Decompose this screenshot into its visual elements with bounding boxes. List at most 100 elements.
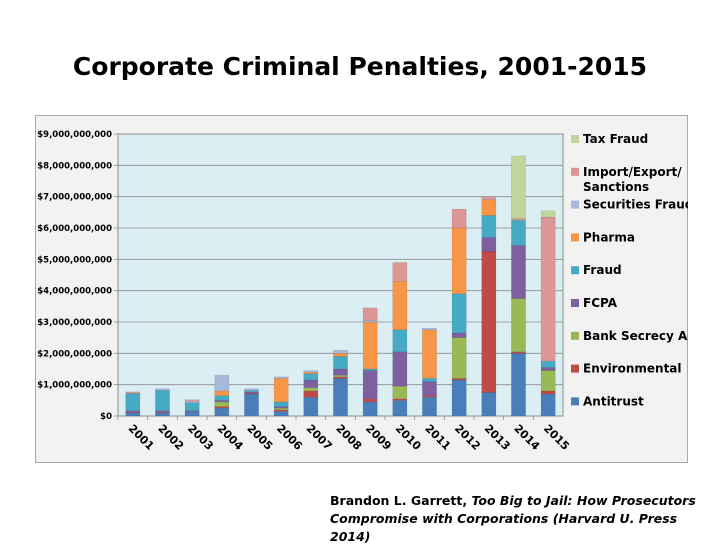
legend-label-fraud: Fraud — [583, 263, 622, 277]
bar-segment-bank-secrecy-act-2004 — [214, 401, 230, 407]
y-tick-label: $5,000,000,000 — [37, 255, 112, 265]
bar-segment-fraud-2002 — [155, 390, 170, 411]
legend-label-tax-fraud: Tax Fraud — [583, 132, 648, 146]
bar-segment-securities-fraud-2011 — [422, 328, 437, 331]
x-tick-label: 2011 — [422, 422, 453, 453]
x-tick-label: 2003 — [185, 422, 216, 453]
y-tick-label: $3,000,000,000 — [37, 318, 112, 328]
bar-segment-pharma-2006 — [273, 378, 289, 403]
bar-segment-import-export-sanctions-2015 — [540, 216, 556, 362]
bar-segment-environmental-2009 — [362, 398, 378, 403]
bar-segment-antitrust-2005 — [244, 393, 259, 417]
bar-segment-pharma-2011 — [422, 329, 437, 379]
bar-segment-fcpa-2007 — [303, 379, 319, 389]
legend-label-antitrust: Antitrust — [583, 394, 644, 408]
bar-segment-fraud-2001 — [125, 393, 141, 411]
x-tick-label: 2009 — [363, 422, 394, 453]
legend-swatch-securities-fraud — [571, 200, 579, 209]
bar-segment-antitrust-2015 — [540, 393, 556, 417]
x-tick-label: 2006 — [274, 422, 305, 453]
bar-segment-bank-secrecy-act-2012 — [451, 337, 467, 379]
bar-segment-fcpa-2012 — [451, 332, 467, 338]
bar-segment-import-export-sanctions-2013 — [481, 196, 497, 201]
bar-segment-antitrust-2014 — [511, 353, 526, 417]
bar-segment-fcpa-2015 — [540, 367, 556, 371]
legend-swatch-fraud — [571, 266, 579, 275]
bar-segment-fraud-2007 — [303, 373, 319, 381]
bar-segment-environmental-2013 — [481, 251, 497, 393]
bar-segment-antitrust-2004 — [214, 407, 230, 417]
bar-segment-fcpa-2010 — [392, 351, 408, 387]
legend-swatch-fcpa — [571, 299, 579, 307]
legend-swatch-bank-secrecy-act — [571, 331, 579, 340]
bar-segment-environmental-2015 — [540, 390, 556, 395]
bar-segment-pharma-2012 — [451, 227, 467, 295]
bar-segment-import-export-sanctions-2001 — [125, 391, 141, 394]
x-tick-label: 2012 — [452, 422, 483, 453]
y-tick-label: $2,000,000,000 — [37, 349, 112, 359]
bar-segment-environmental-2007 — [303, 390, 319, 398]
bar-segment-fcpa-2013 — [481, 237, 497, 252]
bar-segment-bank-secrecy-act-2015 — [540, 370, 556, 392]
y-tick-label: $6,000,000,000 — [37, 224, 112, 234]
bar-segment-import-export-sanctions-2010 — [392, 262, 408, 282]
bar-segment-tax-fraud-2015 — [540, 210, 556, 218]
y-tick-label: $7,000,000,000 — [37, 193, 112, 203]
bar-segment-antitrust-2010 — [392, 400, 408, 417]
bar-segment-fraud-2003 — [184, 402, 200, 411]
bar-segment-pharma-2013 — [481, 199, 497, 216]
x-tick-label: 2001 — [126, 422, 157, 453]
bar-segment-antitrust-2009 — [362, 401, 378, 417]
bar-segment-fraud-2006 — [273, 401, 289, 407]
stacked-bar-chart: $0 $1,000,000,000 $2,000,000,000 $3,000,000… — [37, 130, 688, 453]
bar-segment-antitrust-2007 — [303, 396, 319, 417]
bar-segment-bank-secrecy-act-2007 — [303, 387, 319, 392]
bar-segment-tax-fraud-2014 — [511, 155, 526, 219]
bar-segment-securities-fraud-2005 — [244, 388, 259, 391]
bar-segment-antitrust-2006 — [273, 411, 289, 417]
citation: Brandon L. Garrett, Too Big to Jail: How… — [330, 492, 715, 546]
legend-swatch-tax-fraud — [571, 135, 579, 143]
bar-segment-securities-fraud-2006 — [273, 376, 289, 379]
bar-segment-import-export-sanctions-2009 — [362, 307, 378, 321]
bar-segment-fraud-2013 — [481, 215, 497, 238]
y-tick-label: $4,000,000,000 — [37, 287, 112, 297]
legend-swatch-antitrust — [571, 397, 579, 406]
legend-swatch-pharma — [571, 233, 579, 242]
bar-segment-import-export-sanctions-2012 — [451, 208, 467, 229]
bar-segment-fraud-2014 — [511, 219, 526, 246]
bar-segment-antitrust-2001 — [125, 412, 141, 417]
legend-label-securities-fraud: Securities Fraud — [583, 198, 688, 212]
legend-label-pharma: Pharma — [583, 230, 635, 244]
bar-segment-antitrust-2013 — [481, 392, 497, 417]
y-tick-label: $1,000,000,000 — [37, 381, 112, 391]
citation-author: Brandon L. Garrett, — [330, 493, 472, 508]
legend-label-environmental: Environmental — [583, 362, 682, 376]
bar-segment-import-export-sanctions-2003 — [184, 399, 200, 402]
x-tick-label: 2010 — [393, 422, 424, 453]
x-tick-label: 2004 — [215, 422, 246, 453]
bar-segment-securities-fraud-2008 — [333, 349, 348, 354]
bar-segment-fraud-2004 — [214, 395, 230, 401]
bar-segment-pharma-2010 — [392, 281, 408, 331]
bar-segment-fraud-2010 — [392, 329, 408, 353]
bar-segment-antitrust-2011 — [422, 396, 437, 417]
bar-segment-fraud-2015 — [540, 360, 556, 368]
bar-segment-antitrust-2012 — [451, 379, 467, 417]
bar-segment-antitrust-2002 — [155, 412, 170, 417]
x-tick-label: 2008 — [333, 422, 364, 453]
bar-segment-pharma-2009 — [362, 321, 378, 370]
bar-segment-bank-secrecy-act-2010 — [392, 385, 408, 400]
legend-label-import-export-sanctions: Import/Export/Sanctions — [583, 165, 682, 194]
bar-segment-securities-fraud-2009 — [362, 320, 378, 323]
y-tick-label: $8,000,000,000 — [37, 161, 112, 171]
bar-segment-fraud-2012 — [451, 293, 467, 334]
bar-segment-pharma-2004 — [214, 390, 230, 396]
bar-segment-pharma-2008 — [333, 353, 348, 357]
legend-swatch-import-export-sanctions — [571, 167, 579, 176]
x-tick-label: 2013 — [482, 422, 513, 453]
bar-segment-fcpa-2009 — [362, 370, 378, 400]
bar-segment-bank-secrecy-act-2014 — [511, 298, 526, 353]
x-tick-label: 2015 — [541, 422, 572, 453]
bar-segment-antitrust-2008 — [333, 378, 348, 417]
